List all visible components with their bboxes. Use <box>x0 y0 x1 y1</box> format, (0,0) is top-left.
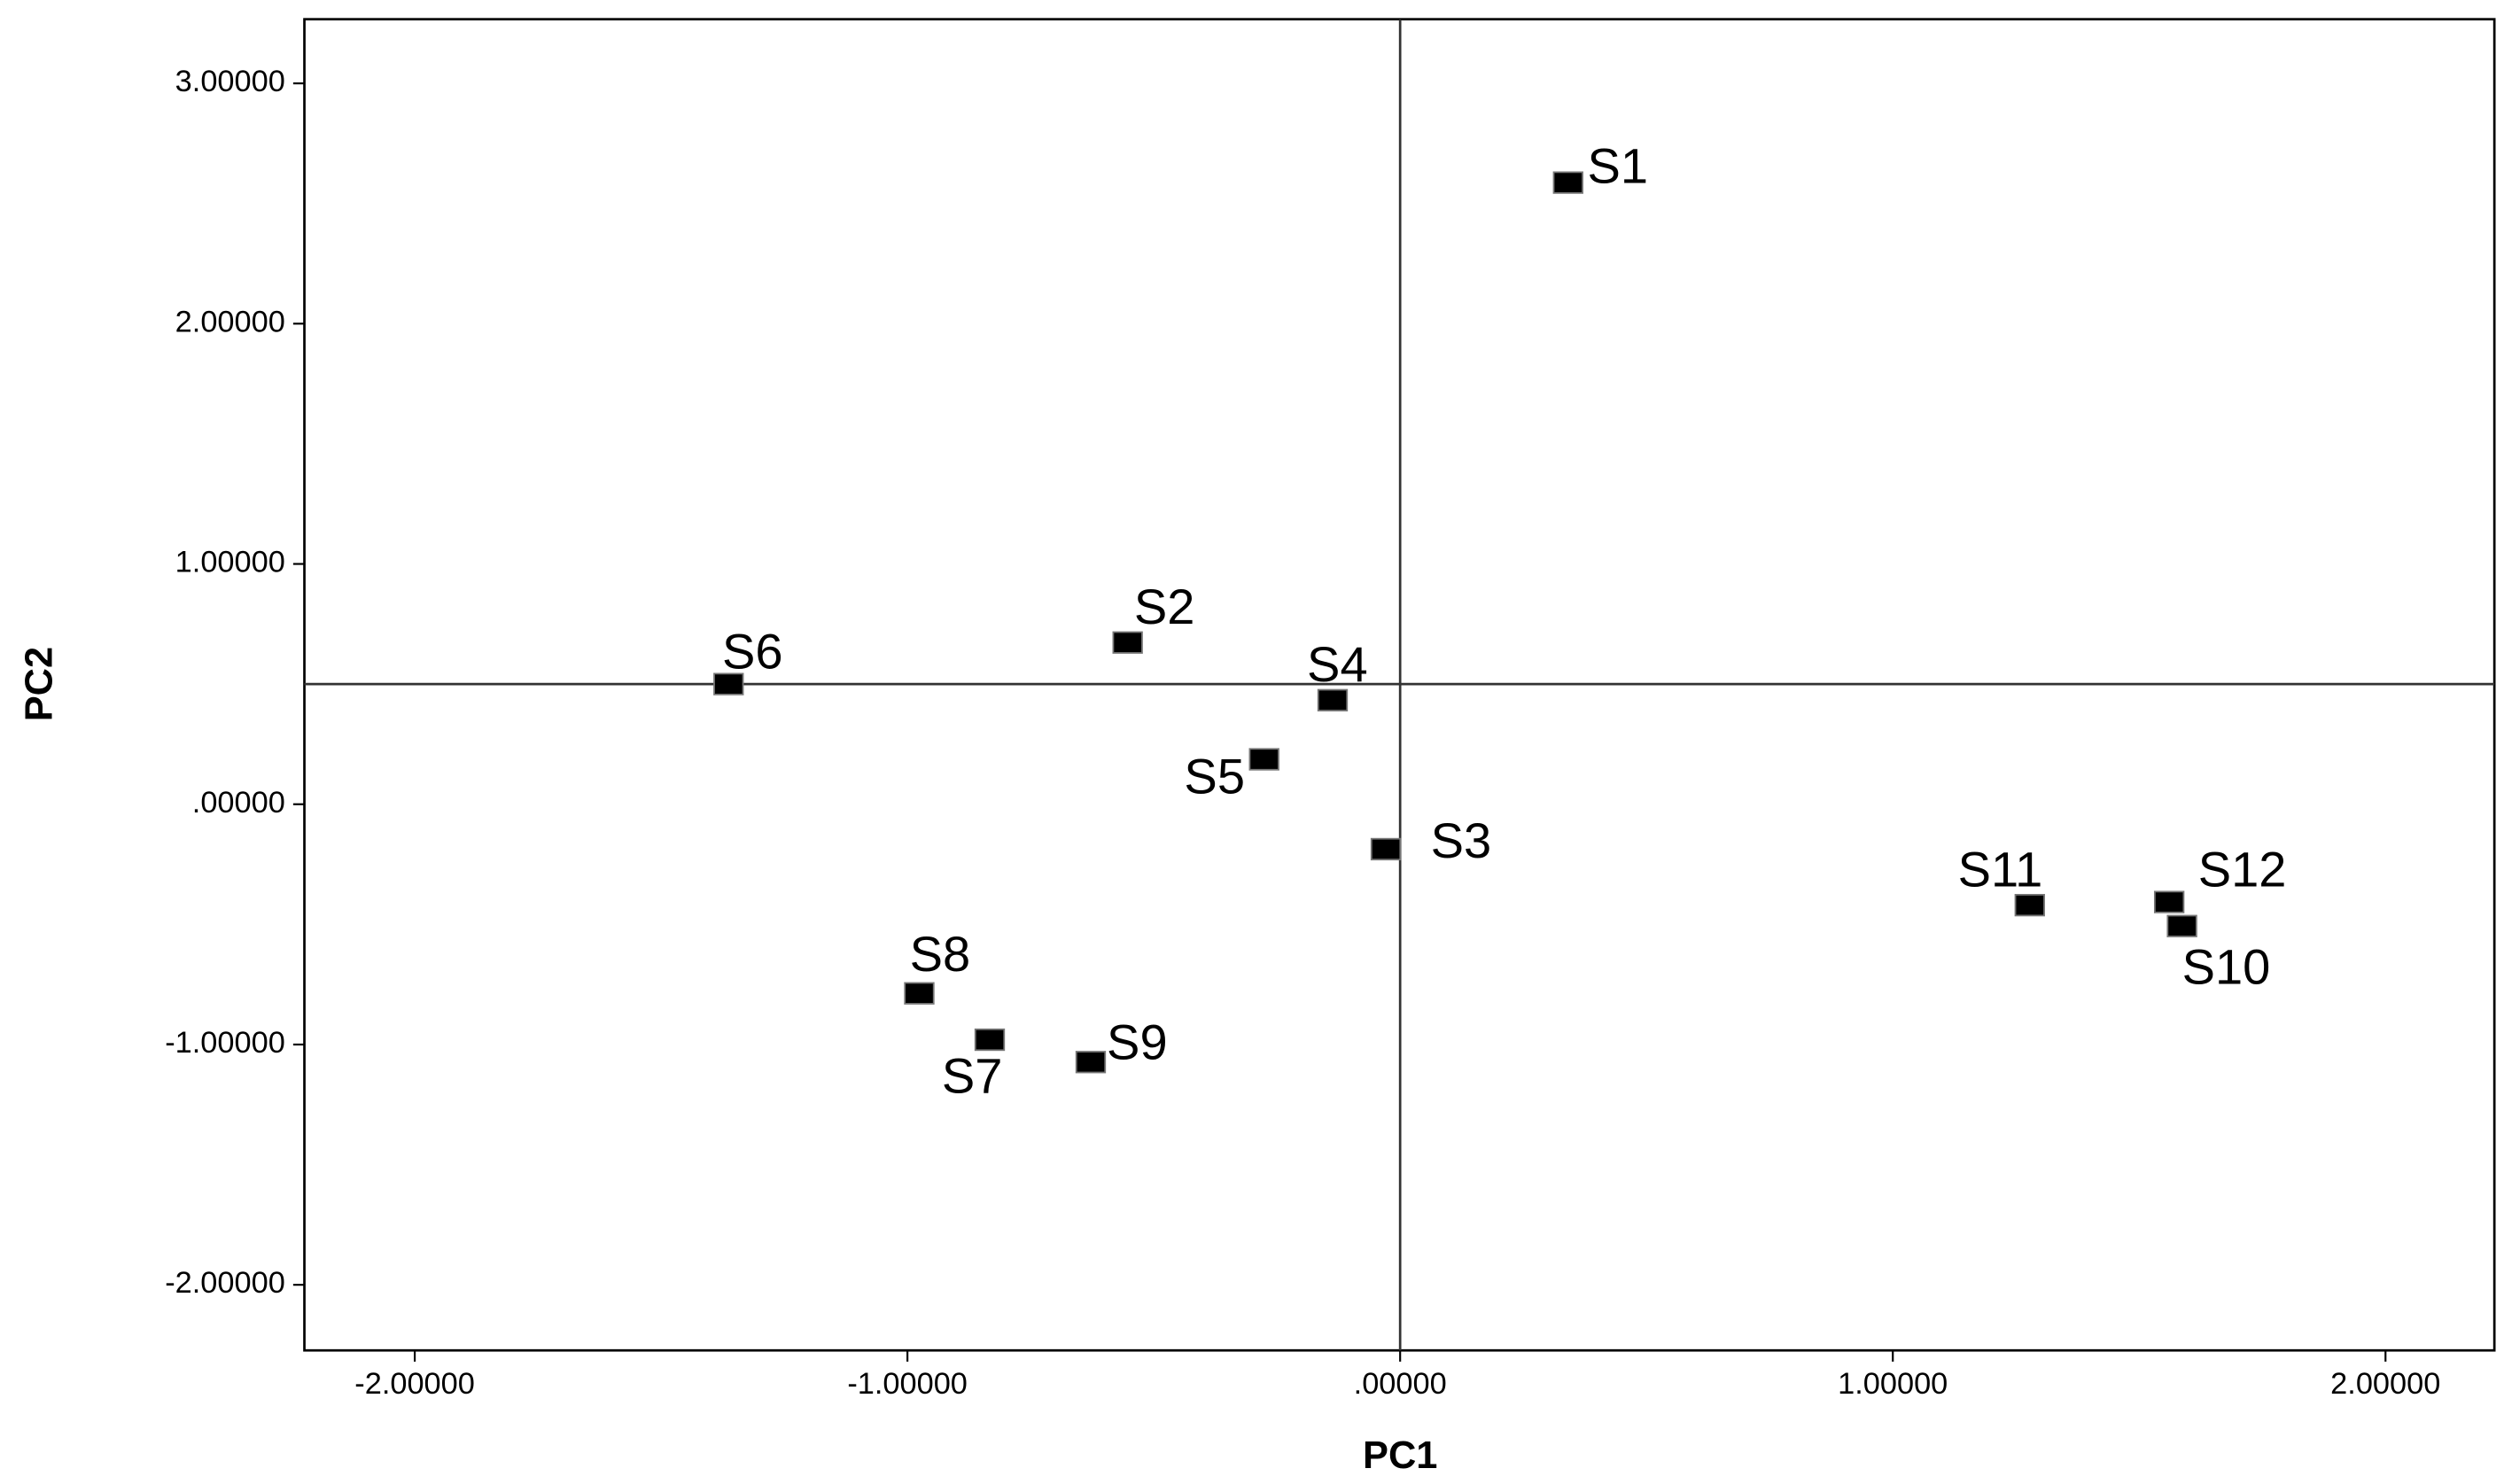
point-label: S9 <box>1107 1014 1168 1069</box>
point-label: S11 <box>1958 841 2043 897</box>
point <box>1370 837 1402 861</box>
point <box>2153 890 2185 913</box>
x-tick-label: 2.00000 <box>2330 1367 2440 1401</box>
point-label: S3 <box>1431 812 1492 868</box>
point <box>974 1028 1006 1052</box>
point <box>1248 748 1279 771</box>
x-axis-title: PC1 <box>1363 1434 1437 1477</box>
point-label: S6 <box>722 623 783 679</box>
x-tick-label: 1.00000 <box>1838 1367 1948 1401</box>
x-tick-label: -1.00000 <box>847 1367 968 1401</box>
point <box>713 672 744 695</box>
point <box>1317 688 1349 711</box>
point-label: S8 <box>910 926 971 982</box>
point <box>2166 914 2197 937</box>
y-axis-title: PC2 <box>18 647 60 721</box>
point <box>1112 631 1143 654</box>
y-tick-label: -1.00000 <box>165 1026 285 1060</box>
x-tick-label: .00000 <box>1354 1367 1447 1401</box>
y-tick-label: .00000 <box>192 786 285 820</box>
y-tick-label: 3.00000 <box>175 65 285 98</box>
point <box>2014 893 2045 917</box>
y-tick-label: 2.00000 <box>175 305 285 338</box>
point <box>904 982 935 1005</box>
point-label: S7 <box>942 1048 1003 1104</box>
y-tick-label: 1.00000 <box>175 546 285 579</box>
y-tick-label: -2.00000 <box>165 1266 285 1300</box>
point-label: S1 <box>1587 137 1648 193</box>
point-label: S5 <box>1184 748 1245 804</box>
point <box>1075 1051 1107 1074</box>
point-label: S12 <box>2198 841 2287 897</box>
point-label: S4 <box>1307 636 1368 692</box>
point-label: S10 <box>2182 939 2271 995</box>
point-label: S2 <box>1134 579 1195 634</box>
point <box>1552 171 1583 194</box>
x-tick-label: -2.00000 <box>354 1367 475 1401</box>
